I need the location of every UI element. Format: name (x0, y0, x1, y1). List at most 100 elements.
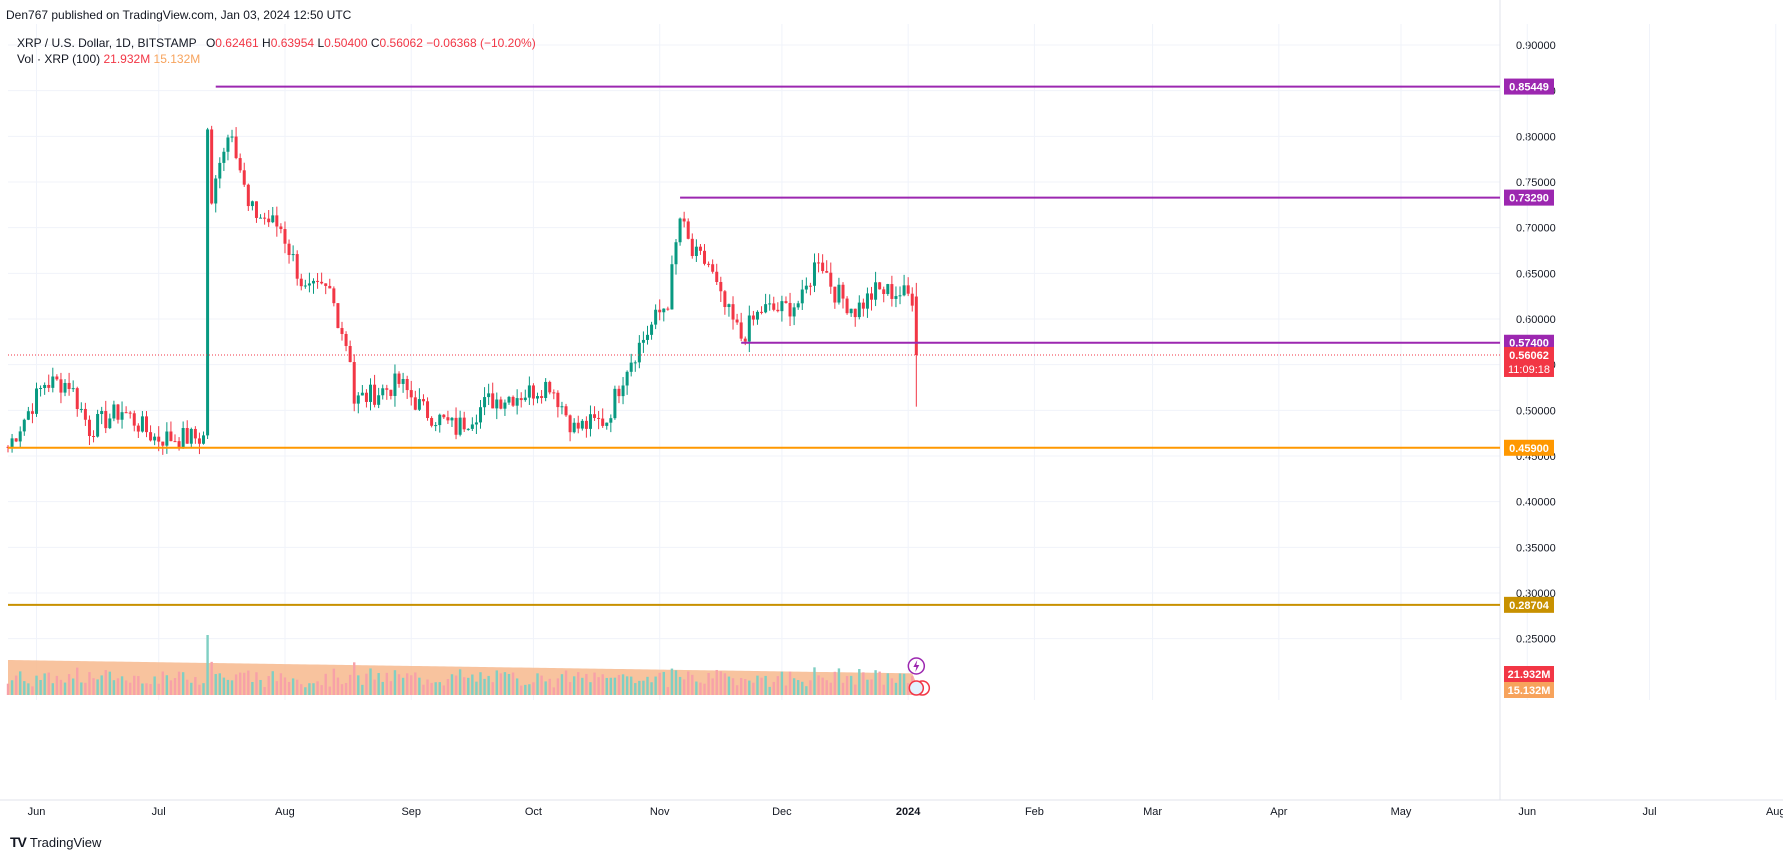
candle-body (523, 397, 527, 401)
candle-body (739, 322, 743, 339)
candle-body (434, 425, 438, 427)
candle-body (694, 246, 698, 257)
volume-bar (336, 677, 340, 695)
candle-body (723, 291, 727, 308)
candle-body (259, 217, 263, 219)
countdown-label: 11:09:18 (1508, 364, 1550, 376)
volume-bar (214, 674, 217, 695)
candle-body (621, 385, 625, 397)
x-tick-label: Nov (650, 806, 670, 818)
volume-bar (552, 687, 556, 695)
level-price-label: 0.45900 (1509, 443, 1549, 455)
volume-bar (344, 682, 348, 695)
level-price-tag (1504, 334, 1554, 351)
volume-bar (381, 681, 384, 695)
candle-body (711, 264, 715, 272)
candle-body (132, 413, 136, 426)
volume-bar (471, 674, 474, 695)
volume-bar (389, 681, 393, 695)
volume-bar (47, 672, 50, 695)
candle-body (833, 286, 837, 303)
volume-title[interactable]: Vol · XRP (100) (17, 52, 101, 66)
volume-bar (854, 684, 857, 695)
candle-body (51, 376, 55, 388)
volume-bar (438, 682, 441, 695)
volume-axis-tag (1504, 682, 1554, 698)
volume-bar (544, 681, 547, 695)
volume-bar (308, 683, 311, 695)
volume-group (6, 635, 917, 695)
last-price-label: 0.56062 (1509, 350, 1549, 362)
y-tick-label: 0.35000 (1516, 542, 1556, 554)
volume-bar (76, 667, 79, 695)
candle-body (218, 162, 222, 179)
candle-body (295, 254, 299, 279)
candle-body (222, 151, 226, 163)
volume-bar (809, 680, 812, 695)
candle-body (645, 334, 649, 340)
candle-body (568, 415, 572, 433)
volume-bar (845, 676, 849, 695)
last-price-tag (1504, 346, 1554, 377)
level-price-label: 0.85449 (1509, 82, 1549, 94)
candle-body (470, 424, 474, 429)
candle-body (857, 302, 861, 318)
volume-bar (405, 673, 409, 695)
volume-bar (446, 679, 450, 695)
volume-bar (222, 677, 226, 695)
volume-bar (625, 676, 629, 695)
volume-bar (682, 679, 686, 695)
volume-bar (796, 680, 800, 695)
x-tick-label: Aug (1766, 806, 1783, 818)
volume-axis-label: 15.132M (1508, 685, 1551, 697)
candle-body (389, 389, 393, 396)
volume-bar (418, 677, 421, 695)
symbol-title[interactable]: XRP / U.S. Dollar, 1D, BITSTAMP (17, 36, 197, 50)
candle-body (654, 309, 658, 325)
candle-body (821, 262, 825, 272)
volume-bar (59, 679, 63, 695)
candle-body (360, 392, 364, 396)
volume-bar (112, 680, 116, 695)
candle-body (829, 272, 833, 287)
candle-body (438, 414, 442, 426)
candle-body (841, 284, 845, 299)
candle-body (715, 271, 719, 282)
candle-body (812, 262, 816, 286)
candle-body (169, 431, 173, 442)
candle-body (584, 420, 588, 429)
volume-bar (442, 685, 446, 695)
volume-bar (674, 670, 678, 695)
candle-body (580, 420, 584, 429)
tradingview-brand[interactable]: TV TradingView (10, 834, 101, 850)
candle-body (417, 399, 421, 410)
candle-body (686, 221, 690, 239)
y-tick-label: 0.75000 (1516, 177, 1556, 189)
volume-bar (206, 635, 209, 695)
candle-body (173, 441, 177, 443)
volume-bar (776, 676, 780, 695)
candle-body (39, 387, 43, 389)
volume-bar (263, 686, 266, 695)
volume-bar (503, 672, 507, 695)
candle-body (291, 254, 295, 256)
volume-bar (137, 676, 140, 695)
candle-body (369, 384, 373, 402)
candle-body (287, 243, 291, 255)
candle-body (79, 408, 83, 410)
candle-body (96, 414, 100, 437)
low-value: 0.50400 (324, 36, 368, 50)
candle-body (462, 417, 466, 430)
candle-body (727, 304, 731, 308)
volume-bar (833, 671, 837, 695)
candle-body (776, 309, 780, 312)
volume-bar (238, 672, 242, 695)
x-tick-label: Oct (525, 806, 542, 818)
volume-bar (357, 675, 360, 695)
ohlc-legend: XRP / U.S. Dollar, 1D, BITSTAMP O0.62461… (17, 36, 536, 50)
candle-body (234, 136, 238, 159)
candle-body (35, 388, 39, 414)
candle-body (678, 218, 682, 243)
candle-body (747, 315, 751, 342)
